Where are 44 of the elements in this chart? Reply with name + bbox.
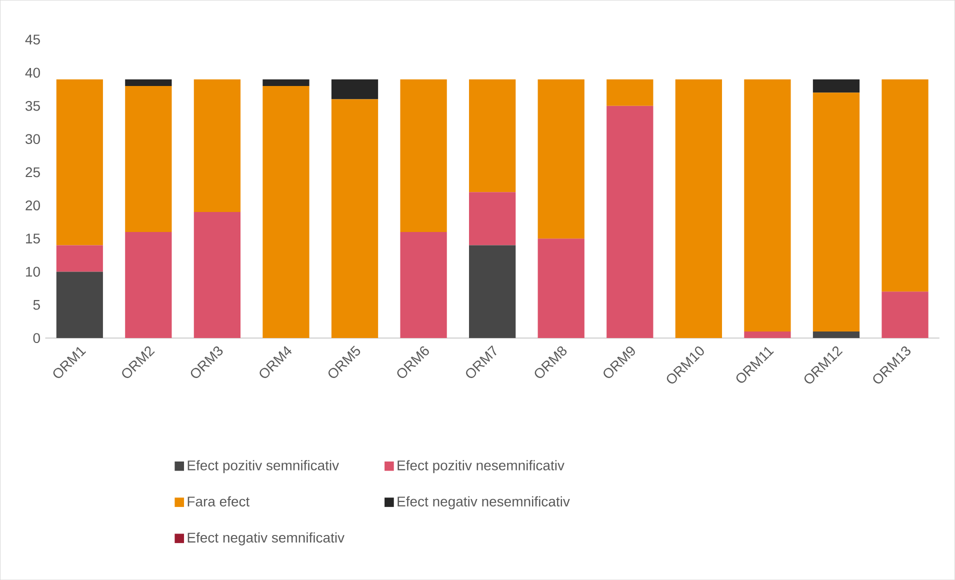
y-tick-label: 5 [33, 300, 40, 310]
bar [400, 232, 447, 338]
legend-label: Efect pozitiv nesemnificativ [398, 460, 564, 474]
bar [744, 79, 791, 332]
bar [882, 79, 928, 292]
bar [538, 79, 584, 238]
bar [812, 79, 860, 93]
bar [469, 245, 516, 338]
bar [882, 292, 928, 338]
bar [606, 79, 654, 106]
bar [400, 79, 447, 232]
bar [125, 79, 172, 86]
bar [744, 331, 791, 338]
bar [194, 212, 241, 338]
bar [331, 79, 378, 100]
y-tick-label: 20 [26, 200, 40, 210]
bar [606, 106, 654, 338]
bar [675, 79, 722, 338]
bar [56, 79, 103, 246]
legend-label: Efect negativ semnificativ [188, 532, 344, 546]
bar [262, 86, 310, 338]
y-tick-label: 45 [25, 34, 40, 44]
bar [125, 86, 172, 232]
bar [469, 192, 516, 246]
bar [125, 232, 172, 338]
bar [812, 331, 860, 338]
legend-label: Fara efect [188, 496, 250, 506]
legend-label: Efect pozitiv semnificativ [188, 460, 340, 474]
bar [56, 245, 103, 272]
y-tick-label: 35 [25, 100, 40, 111]
y-tick-label: 25 [26, 167, 40, 178]
y-tick-label: 0 [33, 333, 40, 343]
bar [469, 79, 516, 192]
y-tick-label: 15 [26, 234, 40, 244]
y-tick-label: 30 [25, 134, 40, 144]
legend-label: Efect negativ nesemnificativ [398, 496, 570, 510]
bar [194, 79, 241, 212]
y-tick-label: 40 [25, 68, 40, 78]
bar [538, 238, 584, 338]
bar [812, 92, 860, 332]
y-tick-label: 10 [26, 266, 40, 277]
bar [262, 79, 310, 86]
bar [56, 272, 103, 338]
bar [331, 99, 378, 338]
